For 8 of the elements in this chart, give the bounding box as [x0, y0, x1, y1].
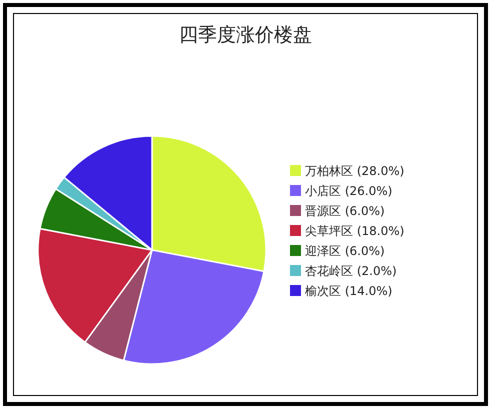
legend-label: 杏花岭区 (2.0%)	[305, 264, 397, 278]
legend-label: 万柏林区 (28.0%)	[305, 164, 404, 178]
legend-label: 小店区 (26.0%)	[305, 184, 392, 198]
legend-label: 迎泽区 (6.0%)	[305, 244, 385, 258]
legend-label: 晋源区 (6.0%)	[305, 204, 385, 218]
chart-title: 四季度涨价楼盘	[178, 23, 313, 48]
legend-label: 尖草坪区 (18.0%)	[305, 224, 404, 238]
legend-label: 榆次区 (14.0%)	[305, 284, 392, 298]
